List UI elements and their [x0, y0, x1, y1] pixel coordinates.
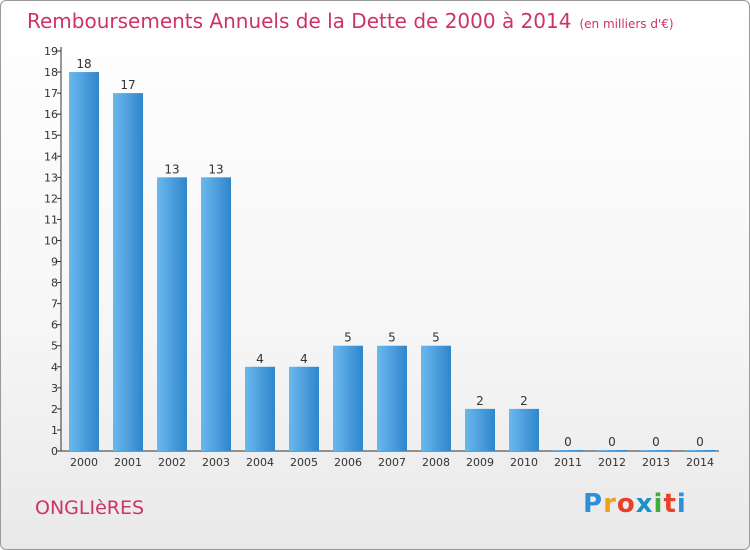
bar-2010 — [509, 408, 539, 451]
y-tick-label: 7 — [51, 298, 58, 311]
bar-2012 — [597, 450, 627, 451]
x-tick-label: 2007 — [378, 456, 406, 469]
bar-2001 — [113, 93, 143, 452]
proxiti-logo: Proxiti — [583, 489, 687, 519]
y-tick-label: 14 — [44, 150, 58, 163]
y-tick-label: 2 — [51, 403, 58, 416]
bar-2007 — [377, 345, 407, 451]
x-tick-label: 2003 — [202, 456, 230, 469]
data-label: 0 — [652, 435, 660, 449]
data-label: 5 — [344, 331, 352, 345]
data-label: 13 — [164, 162, 179, 176]
data-label: 0 — [696, 435, 704, 449]
x-tick-label: 2011 — [554, 456, 582, 469]
x-tick-label: 2002 — [158, 456, 186, 469]
data-label: 18 — [76, 57, 91, 71]
y-tick-label: 15 — [44, 129, 58, 142]
x-tick-label: 2006 — [334, 456, 362, 469]
data-label: 13 — [208, 162, 223, 176]
bar-2011 — [553, 450, 583, 451]
chart-title: Remboursements Annuels de la Dette de 20… — [27, 9, 674, 33]
chart-labels: 2000182001172002132003132004420054200652… — [70, 57, 714, 469]
x-tick-label: 2013 — [642, 456, 670, 469]
logo-letter: i — [653, 489, 664, 519]
x-tick-label: 2010 — [510, 456, 538, 469]
bar-2006 — [333, 345, 363, 451]
y-tick-label: 17 — [44, 87, 58, 100]
y-tick-label: 18 — [44, 66, 58, 79]
x-tick-label: 2001 — [114, 456, 142, 469]
bar-2002 — [157, 177, 187, 451]
bar-2004 — [245, 366, 275, 451]
y-tick-label: 16 — [44, 108, 58, 121]
x-tick-label: 2008 — [422, 456, 450, 469]
y-tick-label: 5 — [51, 340, 58, 353]
data-label: 4 — [300, 352, 308, 366]
y-tick-label: 11 — [44, 213, 58, 226]
y-tick-label: 1 — [51, 424, 58, 437]
bar-2014 — [685, 450, 715, 451]
y-tick-label: 8 — [51, 277, 58, 290]
y-tick-label: 4 — [51, 361, 58, 374]
x-tick-label: 2014 — [686, 456, 714, 469]
x-tick-label: 2009 — [466, 456, 494, 469]
x-tick-label: 2000 — [70, 456, 98, 469]
logo-letter: P — [583, 489, 604, 519]
bar-2000 — [69, 72, 99, 451]
data-label: 0 — [564, 435, 572, 449]
logo-letter: i — [676, 489, 687, 519]
place-name: ONGLIèRES — [35, 497, 145, 519]
data-label: 2 — [476, 394, 484, 408]
y-tick-label: 9 — [51, 256, 58, 269]
data-label: 5 — [432, 331, 440, 345]
logo-letter: t — [663, 489, 677, 519]
y-tick-label: 6 — [51, 319, 58, 332]
logo-letter: o — [616, 489, 636, 519]
y-tick-label: 0 — [51, 445, 58, 458]
chart-title-text: Remboursements Annuels de la Dette de 20… — [27, 9, 572, 33]
data-label: 17 — [120, 78, 135, 92]
data-label: 4 — [256, 352, 264, 366]
bar-2009 — [465, 408, 495, 451]
y-tick-label: 3 — [51, 382, 58, 395]
chart-bars — [69, 72, 715, 452]
x-tick-label: 2012 — [598, 456, 626, 469]
data-label: 2 — [520, 394, 528, 408]
data-label: 5 — [388, 331, 396, 345]
y-tick-label: 10 — [44, 234, 58, 247]
y-tick-label: 12 — [44, 192, 58, 205]
bar-2008 — [421, 345, 451, 451]
logo-letter: x — [635, 489, 654, 519]
bar-2003 — [201, 177, 231, 451]
bar-2013 — [641, 450, 671, 451]
chart-subtitle: (en milliers d'€) — [579, 17, 674, 31]
x-tick-label: 2005 — [290, 456, 318, 469]
bar-2005 — [289, 366, 319, 451]
logo-letter: r — [603, 489, 617, 519]
x-tick-label: 2004 — [246, 456, 274, 469]
y-tick-label: 13 — [44, 171, 58, 184]
y-tick-label: 19 — [44, 45, 58, 58]
data-label: 0 — [608, 435, 616, 449]
